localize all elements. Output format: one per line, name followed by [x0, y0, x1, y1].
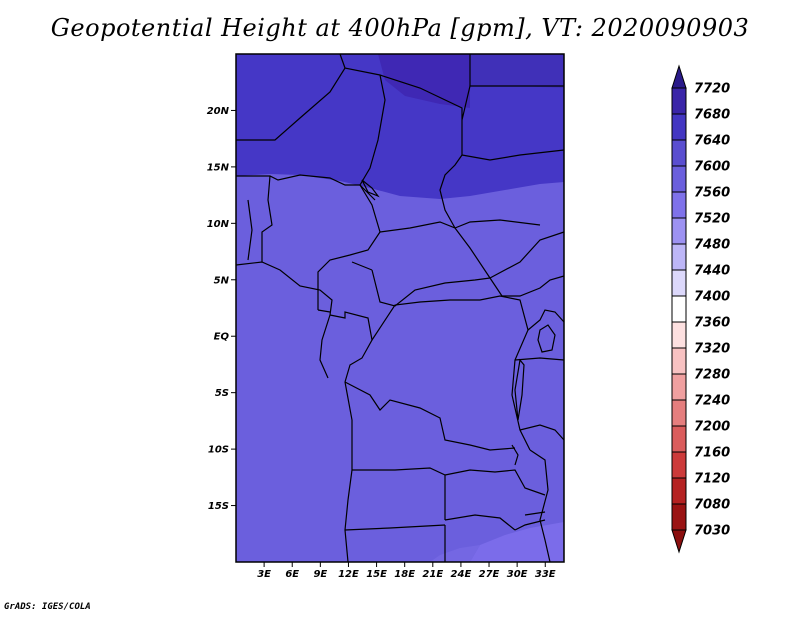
colorbar-level-label: 7640	[694, 134, 730, 149]
colorbar-swatch	[671, 139, 687, 167]
lon-tick-label: 6E	[285, 569, 299, 580]
colorbar-swatch	[671, 87, 687, 115]
contour-band-7680-east	[470, 54, 564, 88]
colorbar-swatch	[671, 503, 687, 531]
lon-tick-label: 12E	[338, 569, 359, 580]
colorbar-swatch	[671, 347, 687, 375]
colorbar-level-label: 7720	[694, 82, 730, 97]
lon-tick-label: 33E	[535, 569, 556, 580]
map-title: Geopotential Height at 400hPa [gpm], VT:…	[50, 14, 750, 42]
lat-tick-label: 10N	[207, 219, 230, 230]
lat-tick-label: EQ	[214, 332, 230, 343]
colorbar-level-label: 7400	[694, 290, 730, 305]
lakes	[361, 179, 556, 516]
colorbar-swatch	[671, 113, 687, 141]
lat-tick-label: 15S	[208, 501, 229, 512]
colorbar-swatch	[671, 217, 687, 245]
colorbar-swatch	[671, 451, 687, 479]
colorbar-swatch	[671, 191, 687, 219]
lon-tick-label: 27E	[479, 569, 500, 580]
longitude-axis: 3E 6E 9E 12E 15E 18E 21E 24E 27E 30E 33E	[257, 562, 556, 580]
latitude-axis: 20N 15N 10N 5N EQ 5S 10S 15S	[207, 106, 236, 512]
map-panel: 20N 15N 10N 5N EQ 5S 10S 15S 3E 6E 9E 12E 15E 18E 21E…	[207, 53, 565, 580]
colorbar-bottom-arrow	[671, 529, 687, 554]
colorbar-level-label: 7560	[694, 186, 730, 201]
colorbar-swatch	[671, 477, 687, 505]
lat-tick-label: 5N	[214, 275, 230, 286]
colorbar-swatch	[671, 373, 687, 401]
contour-band-7520	[470, 522, 564, 562]
colorbar-level-label: 7600	[694, 160, 730, 175]
colorbar-swatch	[671, 243, 687, 271]
colorbar-level-label: 7030	[694, 524, 730, 539]
lon-tick-label: 9E	[313, 569, 327, 580]
country-borders	[235, 53, 565, 563]
colorbar-level-label: 7240	[694, 394, 730, 409]
colorbar-level-label: 7680	[694, 108, 730, 123]
colorbar-swatch	[671, 321, 687, 349]
colorbar-top-arrow	[671, 64, 687, 89]
lat-tick-label: 10S	[208, 445, 229, 456]
contour-band-7540	[430, 545, 480, 562]
lon-tick-label: 15E	[366, 569, 387, 580]
colorbar-level-label: 7480	[694, 238, 730, 253]
colorbar-level-label: 7080	[694, 498, 730, 513]
colorbar-level-label: 7200	[694, 420, 730, 435]
colorbar: 7720 7680 7640 7600 7560 7520 7480 7440 7400 7360…	[671, 64, 730, 554]
contour-band-7640	[236, 54, 564, 199]
contour-band-7680	[378, 54, 470, 108]
lon-tick-label: 30E	[507, 569, 528, 580]
colorbar-level-label: 7320	[694, 342, 730, 357]
lat-tick-label: 5S	[215, 388, 229, 399]
colorbar-swatch	[671, 165, 687, 193]
colorbar-level-label: 7120	[694, 472, 730, 487]
lon-tick-label: 24E	[451, 569, 472, 580]
colorbar-level-label: 7520	[694, 212, 730, 227]
map-frame	[235, 53, 565, 563]
colorbar-swatch	[671, 295, 687, 323]
colorbar-level-label: 7360	[694, 316, 730, 331]
colorbar-level-label: 7440	[694, 264, 730, 279]
colorbar-swatch	[671, 399, 687, 427]
colorbar-level-label: 7160	[694, 446, 730, 461]
lon-tick-label: 3E	[257, 569, 271, 580]
lon-tick-label: 18E	[394, 569, 415, 580]
colorbar-level-label: 7280	[694, 368, 730, 383]
lat-tick-label: 15N	[207, 162, 230, 173]
colorbar-swatch	[671, 425, 687, 453]
lon-tick-label: 21E	[422, 569, 443, 580]
grads-credit: GrADS: IGES/COLA	[4, 602, 91, 612]
lat-tick-label: 20N	[207, 106, 230, 117]
colorbar-swatch	[671, 269, 687, 297]
